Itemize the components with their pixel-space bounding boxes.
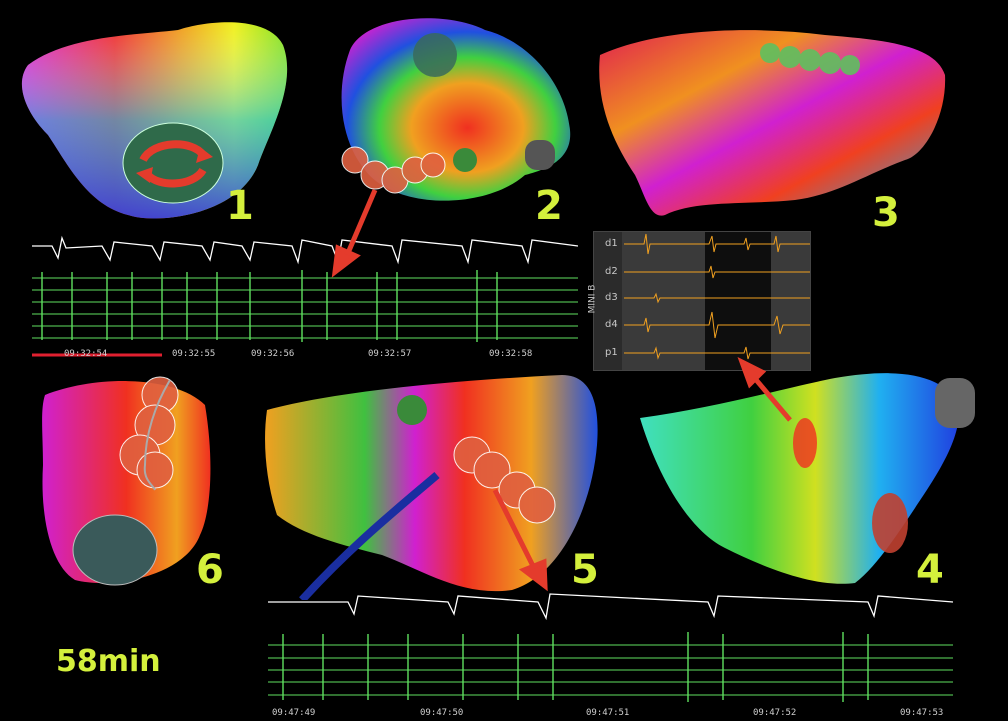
mini-channel-d2: d2 bbox=[605, 266, 618, 277]
ecg-strip-bottom bbox=[268, 593, 953, 702]
ecg-top-timestamp-1: 09:32:54 bbox=[64, 349, 108, 359]
map-panel-4 bbox=[640, 373, 975, 584]
ecg-top-timestamp-2: 09:32:55 bbox=[172, 349, 216, 359]
mini-channel-d1: d1 bbox=[605, 238, 618, 249]
ecg-bottom-timestamp-1: 09:47:49 bbox=[272, 708, 316, 718]
ecg-top-timestamp-4: 09:32:57 bbox=[368, 349, 412, 359]
ecg-bottom-timestamp-5: 09:47:53 bbox=[900, 708, 944, 718]
map-panel-5 bbox=[265, 375, 598, 600]
mini-channel-d3: d3 bbox=[605, 292, 618, 303]
ecg-top-timestamp-3: 09:32:56 bbox=[251, 349, 295, 359]
duration-label: 58min bbox=[56, 644, 161, 679]
panel-label-5: 5 bbox=[571, 547, 599, 593]
ecg-top-timestamp-5: 09:32:58 bbox=[489, 349, 533, 359]
panel-label-2: 2 bbox=[535, 183, 563, 229]
map-panel-6 bbox=[42, 376, 211, 586]
ecg-bottom-timestamp-3: 09:47:51 bbox=[586, 708, 630, 718]
mini-egm-traces bbox=[622, 232, 810, 370]
ecg-bottom-timestamp-2: 09:47:50 bbox=[420, 708, 464, 718]
map-panel-1 bbox=[21, 22, 288, 219]
ecg-bottom-timestamp-4: 09:47:52 bbox=[753, 708, 797, 718]
panel-label-4: 4 bbox=[916, 547, 944, 593]
map-panel-2 bbox=[341, 18, 571, 201]
mini-channel-p1: p1 bbox=[605, 347, 618, 358]
mini-egm-panel: MINI B d1 d2 d3 d4 p1 bbox=[587, 231, 811, 371]
ecg-strip-top bbox=[32, 235, 578, 357]
mini-channel-d4: d4 bbox=[605, 319, 618, 330]
map-panel-3 bbox=[599, 30, 946, 216]
panel-label-6: 6 bbox=[196, 547, 224, 593]
panel-label-1: 1 bbox=[226, 183, 254, 229]
panel-label-3: 3 bbox=[872, 190, 900, 236]
